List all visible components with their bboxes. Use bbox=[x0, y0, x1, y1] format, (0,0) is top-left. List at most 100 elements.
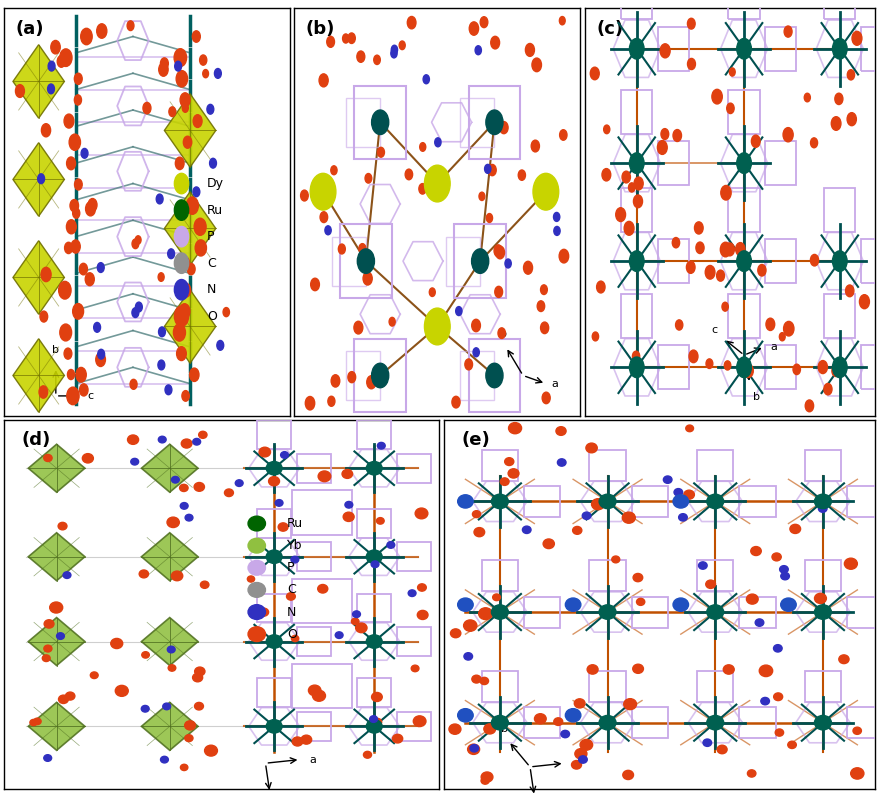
Circle shape bbox=[173, 324, 185, 341]
Circle shape bbox=[168, 665, 176, 671]
Circle shape bbox=[457, 598, 472, 611]
Polygon shape bbox=[141, 618, 198, 665]
Polygon shape bbox=[28, 533, 85, 580]
Circle shape bbox=[559, 130, 566, 140]
Circle shape bbox=[754, 619, 763, 626]
Circle shape bbox=[774, 729, 782, 736]
Circle shape bbox=[94, 323, 100, 332]
Circle shape bbox=[407, 590, 415, 596]
Circle shape bbox=[706, 494, 723, 508]
Circle shape bbox=[491, 715, 507, 730]
Bar bbox=[738, 707, 774, 738]
Circle shape bbox=[60, 324, 71, 341]
Circle shape bbox=[200, 581, 209, 588]
Circle shape bbox=[174, 48, 186, 67]
Circle shape bbox=[141, 706, 149, 712]
Bar bbox=[257, 509, 291, 538]
Circle shape bbox=[174, 200, 189, 220]
Circle shape bbox=[530, 140, 539, 152]
Circle shape bbox=[417, 584, 426, 591]
Circle shape bbox=[494, 286, 502, 297]
Circle shape bbox=[789, 524, 800, 534]
Circle shape bbox=[596, 281, 604, 293]
Circle shape bbox=[195, 239, 206, 256]
Bar bbox=[291, 490, 352, 534]
Bar bbox=[824, 0, 854, 19]
Circle shape bbox=[76, 367, 86, 382]
Circle shape bbox=[356, 249, 374, 274]
Circle shape bbox=[469, 22, 478, 35]
Circle shape bbox=[419, 143, 425, 151]
Circle shape bbox=[579, 739, 592, 750]
Circle shape bbox=[318, 471, 330, 481]
Bar bbox=[460, 351, 493, 400]
Text: N: N bbox=[207, 283, 216, 297]
Circle shape bbox=[687, 18, 694, 29]
Circle shape bbox=[636, 598, 644, 605]
Bar bbox=[804, 671, 840, 702]
Circle shape bbox=[553, 227, 559, 236]
Circle shape bbox=[417, 611, 428, 619]
Text: P: P bbox=[207, 230, 214, 243]
Circle shape bbox=[259, 608, 269, 616]
Circle shape bbox=[399, 41, 405, 50]
Circle shape bbox=[198, 431, 206, 439]
Circle shape bbox=[194, 703, 203, 710]
Bar bbox=[589, 450, 625, 481]
Circle shape bbox=[291, 635, 299, 642]
Circle shape bbox=[782, 321, 793, 336]
Circle shape bbox=[787, 741, 795, 749]
Bar bbox=[621, 90, 651, 134]
Bar bbox=[621, 294, 651, 338]
Circle shape bbox=[683, 490, 694, 500]
Circle shape bbox=[371, 363, 388, 388]
Circle shape bbox=[40, 311, 47, 322]
Circle shape bbox=[504, 259, 511, 268]
Bar bbox=[257, 678, 291, 707]
Circle shape bbox=[622, 171, 630, 183]
Circle shape bbox=[686, 261, 694, 274]
Circle shape bbox=[745, 594, 758, 604]
Circle shape bbox=[174, 227, 189, 247]
Bar bbox=[631, 486, 667, 517]
Circle shape bbox=[735, 243, 745, 255]
Circle shape bbox=[83, 454, 93, 463]
Bar bbox=[621, 0, 651, 19]
Circle shape bbox=[96, 353, 105, 366]
Circle shape bbox=[67, 220, 76, 234]
Circle shape bbox=[599, 605, 615, 619]
Text: a: a bbox=[572, 758, 579, 768]
Circle shape bbox=[571, 760, 581, 769]
Circle shape bbox=[317, 584, 327, 593]
Bar bbox=[523, 707, 559, 738]
Circle shape bbox=[320, 212, 327, 223]
Circle shape bbox=[467, 744, 479, 754]
Circle shape bbox=[59, 282, 71, 299]
Bar bbox=[860, 345, 878, 389]
Circle shape bbox=[266, 462, 282, 475]
Circle shape bbox=[85, 273, 94, 285]
Circle shape bbox=[633, 177, 643, 190]
Circle shape bbox=[672, 238, 679, 248]
Circle shape bbox=[743, 364, 752, 377]
Circle shape bbox=[660, 128, 668, 140]
Circle shape bbox=[370, 716, 377, 722]
Circle shape bbox=[435, 138, 441, 147]
Circle shape bbox=[688, 350, 697, 362]
Polygon shape bbox=[141, 703, 198, 750]
Circle shape bbox=[348, 33, 355, 44]
Circle shape bbox=[115, 685, 128, 696]
Bar bbox=[356, 509, 391, 538]
Circle shape bbox=[852, 727, 860, 734]
Circle shape bbox=[372, 718, 381, 726]
Circle shape bbox=[174, 306, 189, 327]
Circle shape bbox=[508, 423, 521, 434]
Circle shape bbox=[161, 58, 168, 69]
Polygon shape bbox=[164, 289, 216, 363]
Circle shape bbox=[291, 737, 303, 746]
Circle shape bbox=[721, 302, 728, 311]
Circle shape bbox=[838, 655, 848, 664]
Circle shape bbox=[143, 102, 151, 114]
Circle shape bbox=[275, 500, 283, 506]
Circle shape bbox=[592, 332, 598, 341]
